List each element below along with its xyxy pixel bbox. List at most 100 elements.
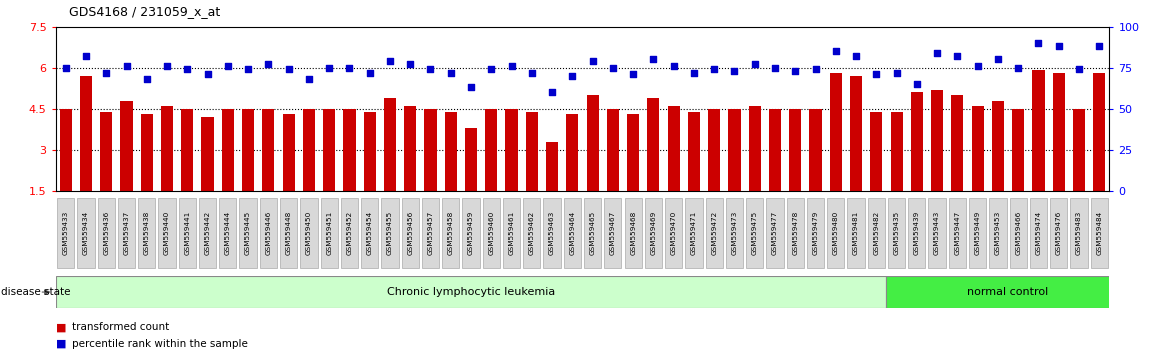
Text: GSM559455: GSM559455 (387, 211, 393, 255)
Point (360, 70, 379, 75)
FancyBboxPatch shape (381, 198, 398, 268)
FancyBboxPatch shape (219, 198, 236, 268)
Point (867, 72, 886, 77)
FancyBboxPatch shape (483, 198, 500, 268)
Point (968, 63, 987, 69)
Bar (404, 106, 417, 191)
Point (219, 63, 237, 69)
Point (746, 62, 764, 67)
Point (157, 63, 176, 69)
Text: GSM559459: GSM559459 (468, 211, 474, 255)
Point (624, 72, 643, 77)
Point (725, 68, 743, 74)
Point (644, 57, 662, 62)
Text: GSM559452: GSM559452 (346, 211, 352, 255)
FancyBboxPatch shape (867, 198, 885, 268)
Text: GSM559477: GSM559477 (772, 211, 778, 255)
Point (76, 53, 95, 59)
FancyBboxPatch shape (786, 198, 804, 268)
FancyBboxPatch shape (686, 198, 703, 268)
Point (806, 67, 824, 72)
Bar (910, 92, 923, 191)
Point (503, 63, 521, 69)
Bar (262, 109, 274, 191)
Point (665, 63, 683, 69)
Text: GSM559472: GSM559472 (711, 211, 717, 255)
Bar (222, 109, 234, 191)
Text: GSM559440: GSM559440 (164, 211, 170, 255)
Bar (829, 73, 842, 191)
FancyBboxPatch shape (543, 198, 560, 268)
Text: GSM559458: GSM559458 (448, 211, 454, 255)
Text: GSM559457: GSM559457 (427, 211, 433, 255)
FancyBboxPatch shape (1070, 198, 1087, 268)
Text: ■: ■ (56, 339, 66, 349)
Bar (1053, 73, 1065, 191)
Text: GSM559475: GSM559475 (752, 211, 757, 255)
Text: GSM559465: GSM559465 (589, 211, 595, 255)
Point (908, 81, 926, 87)
Point (57, 65, 75, 70)
Bar (931, 90, 943, 191)
Point (1029, 40, 1048, 46)
FancyBboxPatch shape (948, 198, 966, 268)
Text: GSM559466: GSM559466 (1016, 211, 1021, 255)
Bar (100, 112, 112, 191)
Bar (647, 98, 660, 191)
FancyBboxPatch shape (705, 198, 723, 268)
FancyBboxPatch shape (442, 198, 460, 268)
Bar (566, 114, 578, 191)
Text: percentile rank within the sample: percentile rank within the sample (72, 339, 248, 349)
Point (563, 73, 581, 79)
FancyBboxPatch shape (746, 198, 763, 268)
FancyBboxPatch shape (178, 198, 196, 268)
FancyBboxPatch shape (888, 198, 906, 268)
FancyBboxPatch shape (726, 198, 743, 268)
Text: GSM559460: GSM559460 (489, 211, 494, 255)
Text: GSM559484: GSM559484 (1097, 211, 1102, 255)
Bar (688, 112, 699, 191)
Bar (952, 95, 963, 191)
Bar (587, 95, 599, 191)
Bar (59, 109, 72, 191)
Text: GSM559446: GSM559446 (265, 211, 271, 255)
Bar (56, 276, 887, 308)
Bar (526, 112, 537, 191)
Point (381, 58, 400, 64)
Text: GSM559449: GSM559449 (975, 211, 981, 255)
Text: GSM559474: GSM559474 (1035, 211, 1041, 255)
FancyBboxPatch shape (78, 198, 95, 268)
Bar (1012, 109, 1025, 191)
Bar (607, 109, 618, 191)
FancyBboxPatch shape (138, 198, 155, 268)
FancyBboxPatch shape (564, 198, 581, 268)
Point (786, 68, 805, 74)
Text: GSM559441: GSM559441 (184, 211, 190, 255)
FancyBboxPatch shape (300, 198, 317, 268)
FancyBboxPatch shape (767, 198, 784, 268)
Point (1049, 44, 1068, 49)
Point (320, 65, 338, 70)
Text: GSM559442: GSM559442 (205, 211, 211, 255)
Point (441, 70, 460, 75)
FancyBboxPatch shape (1050, 198, 1068, 268)
Point (928, 50, 946, 56)
Point (684, 70, 703, 75)
Text: GSM559461: GSM559461 (508, 211, 514, 255)
Bar (728, 109, 741, 191)
Bar (141, 114, 153, 191)
Text: GSM559468: GSM559468 (630, 211, 636, 255)
Point (300, 76, 318, 82)
FancyBboxPatch shape (118, 198, 135, 268)
Bar (364, 112, 375, 191)
FancyBboxPatch shape (422, 198, 439, 268)
Point (198, 72, 217, 77)
Text: GSM559456: GSM559456 (408, 211, 413, 255)
Text: GSM559462: GSM559462 (529, 211, 535, 255)
Bar (120, 101, 132, 191)
FancyBboxPatch shape (523, 198, 541, 268)
Bar (161, 106, 173, 191)
Text: GSM559479: GSM559479 (813, 211, 819, 255)
Point (765, 65, 784, 70)
Point (422, 67, 440, 72)
